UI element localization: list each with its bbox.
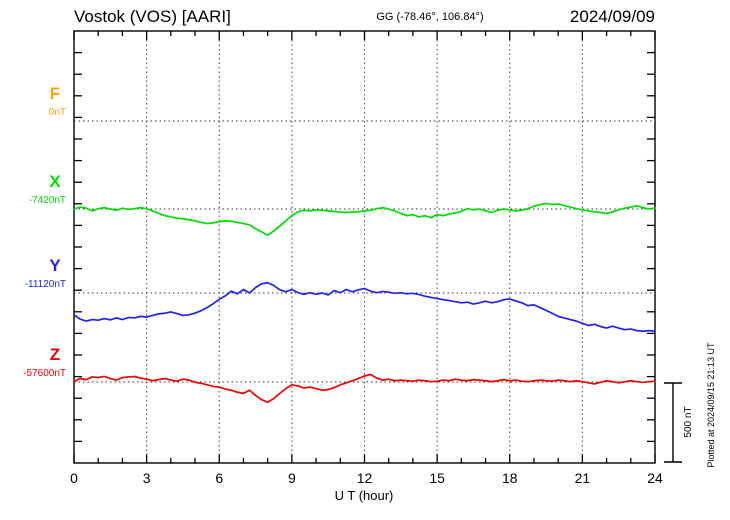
component-label-f: F: [50, 84, 60, 103]
x-tick-label: 21: [575, 470, 591, 486]
component-label-x: X: [49, 172, 61, 191]
trace-z: [73, 373, 656, 404]
component-label-z: Z: [50, 345, 60, 364]
x-tick-label: 0: [70, 470, 78, 486]
page-title: Vostok (VOS) [AARI]: [74, 7, 231, 26]
x-tick-label: 18: [502, 470, 518, 486]
x-tick-label: 6: [215, 470, 223, 486]
component-baseline-value-y: -11120nT: [25, 279, 66, 290]
component-baseline-value-z: -57600nT: [23, 368, 66, 379]
trace-x: [73, 202, 656, 236]
x-axis-tick-labels: 0 3 6 9 12 15 18 21 24: [70, 470, 663, 486]
grid-lines: [146, 31, 583, 463]
scale-bar-label: 500 nT: [683, 406, 694, 437]
x-tick-label: 3: [143, 470, 151, 486]
geographic-coordinates: GG (-78.46°, 106.84°): [376, 11, 483, 23]
x-axis-title: U T (hour): [335, 488, 394, 503]
plotted-at-stamp: Plotted at 2024/09/15 21:13 UT: [706, 342, 716, 468]
trace-y: [73, 281, 656, 333]
y-axis-ticks: [74, 51, 655, 443]
x-tick-label: 9: [288, 470, 296, 486]
x-tick-label: 24: [647, 470, 663, 486]
component-traces: [73, 202, 656, 404]
component-baseline-value-x: -7420nT: [29, 195, 66, 206]
observation-date: 2024/09/09: [570, 7, 655, 26]
scale-bar: 500 nT: [664, 382, 694, 463]
component-labels: F 0nT X -7420nT Y -11120nT Z -57600nT: [23, 84, 66, 379]
x-axis-ticks: [73, 31, 656, 463]
x-tick-label: 12: [357, 470, 373, 486]
x-tick-label: 15: [429, 470, 445, 486]
component-baseline-value-f: 0nT: [49, 107, 66, 118]
component-label-y: Y: [49, 256, 61, 275]
